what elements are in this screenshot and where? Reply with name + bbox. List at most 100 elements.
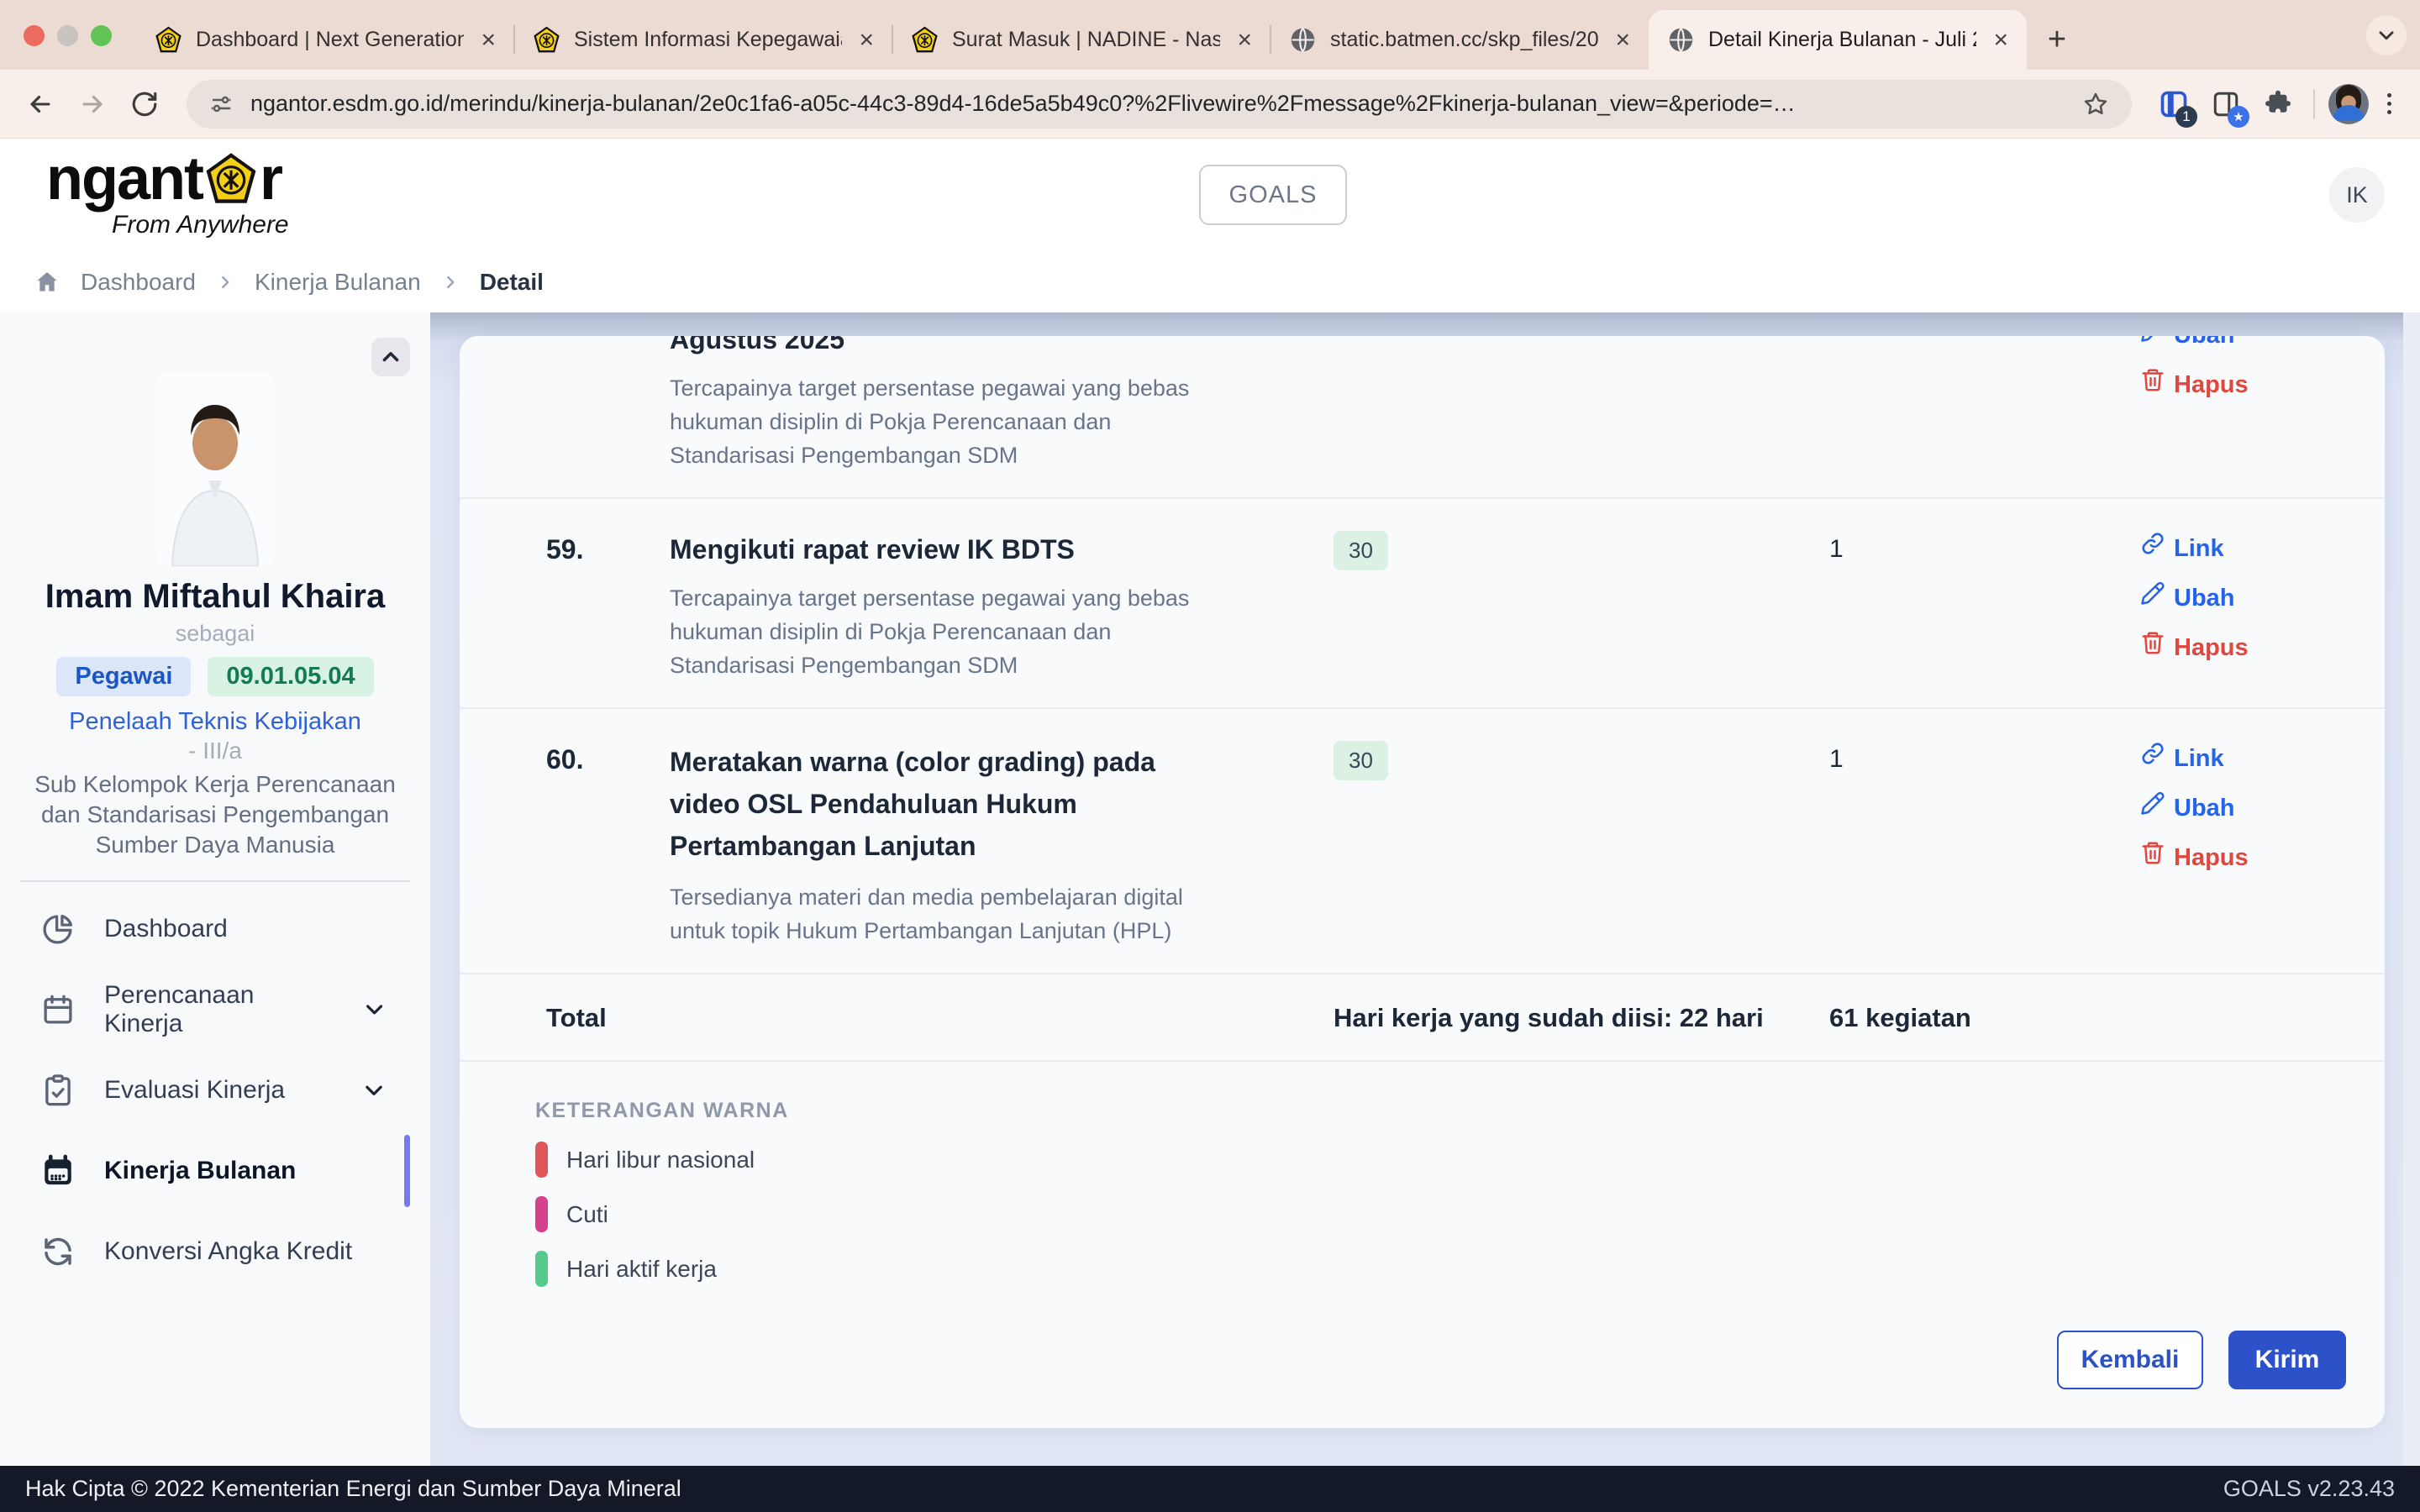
browser-tab[interactable]: Dashboard | Next Generation × (136, 10, 514, 70)
puzzle-icon (2265, 90, 2291, 113)
globe-icon (1667, 26, 1695, 54)
copyright-text: Hak Cipta © 2022 Kementerian Energi dan … (25, 1476, 681, 1501)
toolbar-divider (2313, 88, 2315, 119)
kembali-button[interactable]: Kembali (2057, 1331, 2203, 1389)
link-action[interactable]: Link (2140, 741, 2224, 775)
sidebar-item-label: Dashboard (104, 915, 228, 942)
site-settings-icon[interactable] (208, 92, 234, 117)
table-row: 59. Mengikuti rapat review IK BDTS Tercapa… (460, 499, 2385, 709)
forward-button[interactable] (71, 82, 114, 126)
row-description: Tercapainya target persentase pegawai ya… (670, 585, 1190, 678)
browser-tab[interactable]: Sistem Informasi Kepegawaia × (513, 10, 892, 70)
browser-tab[interactable]: Detail Kinerja Bulanan - Juli 2 × (1649, 10, 2027, 70)
tab-close-icon[interactable]: × (1615, 25, 1630, 54)
sidebar-item-evaluasi-kinerja[interactable]: Evaluasi Kinerja (0, 1050, 430, 1131)
globe-icon (1289, 26, 1317, 54)
tab-search-button[interactable] (2366, 15, 2407, 55)
bookmark-star-icon[interactable] (2081, 90, 2110, 118)
close-window-button[interactable] (24, 25, 45, 46)
legend-label: Hari libur nasional (566, 1146, 755, 1173)
back-button[interactable] (18, 82, 62, 126)
breadcrumb-item-kinerja-bulanan[interactable]: Kinerja Bulanan (254, 269, 421, 295)
chevron-right-icon (446, 276, 455, 289)
code-badge: 09.01.05.04 (208, 657, 374, 696)
url-text[interactable]: ngantor.esdm.go.id/merindu/kinerja-bulan… (250, 91, 1796, 116)
user-avatar[interactable]: IK (2329, 167, 2385, 223)
extension-button-1[interactable]: 1 (2152, 82, 2197, 128)
day-count-badge: 30 (1334, 531, 1388, 570)
chevron-right-icon (222, 276, 229, 289)
sidebar-item-dashboard[interactable]: Dashboard (0, 889, 430, 969)
home-icon[interactable] (34, 269, 60, 296)
profile-as-label: sebagai (175, 621, 255, 646)
minimize-window-button[interactable] (57, 25, 78, 46)
ubah-action[interactable]: Ubah (2140, 336, 2235, 352)
sidebar-item-label: Kinerja Bulanan (104, 1157, 297, 1184)
profile-name: Imam Miftahul Khaira (45, 578, 386, 615)
extension-button-2[interactable]: ★ (2204, 82, 2249, 128)
sidebar-item-perencanaan-kinerja[interactable]: Perencanaan Kinerja (0, 969, 430, 1050)
row-title: Meratakan warna (color grading) pada vid… (670, 747, 1155, 861)
hapus-action-label: Hapus (2174, 843, 2249, 871)
hapus-action[interactable]: Hapus (2140, 840, 2249, 874)
logo-text-pre: ngant (46, 145, 204, 213)
row-number (460, 336, 670, 472)
breadcrumb-item-dashboard[interactable]: Dashboard (81, 269, 196, 295)
breadcrumb-current: Detail (479, 269, 544, 295)
app-footer: Hak Cipta © 2022 Kementerian Energi dan … (0, 1466, 2420, 1512)
card-actions: Kembali Kirim (460, 1287, 2385, 1389)
row-badge-cell: 30 (1334, 531, 1804, 682)
browser-tab[interactable]: static.batmen.cc/skp_files/20 × (1270, 10, 1649, 70)
legend-item: Hari aktif kerja (535, 1251, 2385, 1287)
link-icon (2140, 741, 2165, 775)
hapus-action[interactable]: Hapus (2140, 630, 2249, 664)
trash-icon (2140, 840, 2165, 874)
row-activity-count: 1 (1829, 745, 1844, 773)
ubah-action-label: Ubah (2174, 584, 2235, 612)
link-icon (2140, 531, 2165, 565)
kirim-button[interactable]: Kirim (2228, 1331, 2346, 1389)
link-action[interactable]: Link (2140, 531, 2224, 565)
tab-title: static.batmen.cc/skp_files/20 (1330, 28, 1599, 51)
role-badge: Pegawai (56, 657, 192, 696)
chevron-down-icon (361, 1078, 387, 1103)
browser-menu-button[interactable] (2377, 93, 2402, 114)
total-activities: 61 kegiatan (1829, 1003, 1971, 1032)
extensions-menu-button[interactable] (2256, 82, 2300, 126)
sidebar-collapse-button[interactable] (371, 338, 410, 376)
new-tab-button[interactable]: + (2047, 21, 2067, 57)
row-number: 60. (546, 744, 584, 774)
esdm-emblem-icon (911, 26, 939, 54)
calendar-solid-icon (40, 1153, 76, 1189)
hapus-action[interactable]: Hapus (2140, 367, 2249, 402)
zoom-window-button[interactable] (91, 25, 112, 46)
ubah-action-label: Ubah (2174, 336, 2235, 352)
sidebar-item-label: Evaluasi Kinerja (104, 1076, 286, 1104)
browser-profile-avatar[interactable] (2328, 83, 2369, 124)
sidebar-item-konversi-angka-kredit[interactable]: Konversi Angka Kredit (0, 1211, 430, 1292)
version-text: GOALS v2.23.43 (2223, 1476, 2395, 1501)
row-number: 59. (546, 534, 584, 564)
tab-list: Dashboard | Next Generation × Sistem Infor… (136, 10, 2027, 70)
legend-color-bar (535, 1251, 548, 1287)
legend-color-bar (535, 1196, 548, 1232)
ubah-action[interactable]: Ubah (2140, 790, 2235, 825)
goals-button[interactable]: GOALS (1199, 165, 1347, 225)
ubah-action[interactable]: Ubah (2140, 580, 2235, 615)
browser-tabbar: Dashboard | Next Generation × Sistem Infor… (0, 0, 2420, 70)
reload-button[interactable] (123, 82, 166, 126)
esdm-emblem-icon (204, 152, 258, 206)
tab-close-icon[interactable]: × (481, 25, 496, 54)
profile-position-link[interactable]: Penelaah Teknis Kebijakan (69, 708, 361, 735)
browser-tab[interactable]: Surat Masuk | NADINE - Nask × (892, 10, 1270, 70)
tab-close-icon[interactable]: × (1237, 25, 1252, 54)
sidebar-item-kinerja-bulanan[interactable]: Kinerja Bulanan (0, 1131, 430, 1211)
ngantor-logo[interactable]: ngant r From Anywhere (46, 149, 289, 239)
esdm-emblem-icon (533, 26, 560, 54)
tab-close-icon[interactable]: × (1993, 25, 2008, 54)
table-row: 60. Meratakan warna (color grading) pada … (460, 709, 2385, 974)
tab-close-icon[interactable]: × (859, 25, 874, 54)
address-bar[interactable]: ngantor.esdm.go.id/merindu/kinerja-bulan… (187, 79, 2132, 129)
pencil-icon (2140, 336, 2165, 352)
